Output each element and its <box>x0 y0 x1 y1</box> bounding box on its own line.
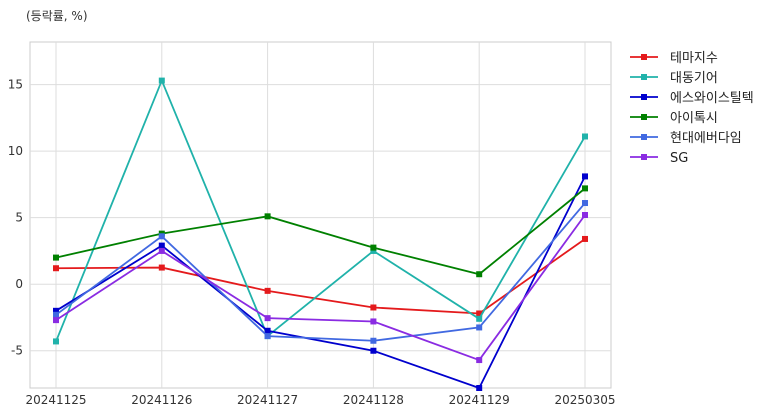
y-axis-ticks: -5 0 5 10 15 <box>8 78 23 358</box>
plot-area <box>29 41 612 389</box>
data-point <box>158 264 165 271</box>
legend-marker-icon <box>641 94 647 100</box>
x-tick-label: 20241128 <box>343 393 404 407</box>
legend-label: 현대에버다임 <box>670 131 742 146</box>
legend-item[interactable]: 대동기어 <box>630 71 718 86</box>
series-line <box>55 214 586 362</box>
data-point <box>158 233 165 240</box>
legend-label: 아이톡시 <box>670 111 718 126</box>
x-tick-label: 20241127 <box>237 393 298 407</box>
legend-label: 테마지수 <box>670 51 718 66</box>
data-point <box>476 385 483 391</box>
series-line <box>55 176 586 390</box>
data-point <box>53 311 59 318</box>
data-point <box>370 347 377 354</box>
series-SG <box>53 212 588 364</box>
data-point <box>158 242 165 249</box>
data-point <box>476 310 483 317</box>
data-point <box>476 315 483 322</box>
legend-item[interactable]: 아이톡시 <box>630 111 718 126</box>
data-point <box>370 318 377 325</box>
series-line <box>55 238 586 315</box>
data-point <box>264 333 271 340</box>
y-tick-label: 10 <box>8 144 23 158</box>
x-axis-ticks: 20241125 20241126 20241127 20241128 20241129… <box>25 393 615 407</box>
data-point <box>582 200 588 207</box>
y-tick-label: 0 <box>15 277 23 291</box>
data-point <box>370 337 377 344</box>
data-point <box>264 213 271 220</box>
y-tick-label: 15 <box>8 78 23 92</box>
series-line <box>55 202 586 342</box>
data-point <box>582 133 588 140</box>
series-에스와이스틸텍 <box>53 173 588 391</box>
data-point <box>264 327 271 334</box>
legend-label: 대동기어 <box>670 71 718 86</box>
legend-item[interactable]: 에스와이스틸텍 <box>630 91 754 106</box>
unit-label: (등락률, %) <box>26 9 88 23</box>
legend-label: 에스와이스틸텍 <box>670 91 754 106</box>
legend-marker-icon <box>641 54 647 60</box>
data-point <box>370 304 377 311</box>
data-point <box>370 247 377 254</box>
legend-marker-icon <box>641 134 647 140</box>
legend-item[interactable]: SG <box>630 151 688 166</box>
data-point <box>264 315 271 322</box>
data-point <box>370 244 377 251</box>
data-point <box>53 317 59 324</box>
data-point <box>582 173 588 180</box>
series-테마지수 <box>53 235 588 317</box>
data-point <box>53 338 59 345</box>
series-line <box>55 78 586 342</box>
data-point <box>53 265 59 272</box>
x-tick-label: 20250305 <box>554 393 615 407</box>
legend-marker-icon <box>641 114 647 120</box>
data-point <box>582 235 588 242</box>
series-group <box>53 77 588 391</box>
data-point <box>158 247 165 254</box>
series-현대에버다임 <box>53 200 588 344</box>
legend-label: SG <box>670 151 688 166</box>
legend-item[interactable]: 현대에버다임 <box>630 131 742 146</box>
y-tick-label: 5 <box>15 211 23 225</box>
data-point <box>264 287 271 294</box>
data-point <box>582 185 588 192</box>
y-tick-label: -5 <box>11 344 23 358</box>
legend-marker-icon <box>641 74 647 80</box>
data-point <box>476 271 483 278</box>
series-line <box>55 187 586 276</box>
data-point <box>582 212 588 218</box>
legend-item[interactable]: 테마지수 <box>630 51 718 66</box>
data-point <box>476 324 483 331</box>
x-tick-label: 20241126 <box>131 393 192 407</box>
data-point <box>158 77 165 84</box>
x-tick-label: 20241129 <box>449 393 510 407</box>
data-point <box>53 254 59 261</box>
x-tick-label: 20241125 <box>25 393 86 407</box>
legend-marker-icon <box>641 154 647 160</box>
data-point <box>53 307 59 314</box>
data-point <box>476 357 483 364</box>
